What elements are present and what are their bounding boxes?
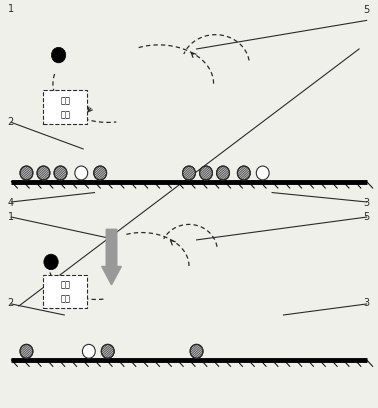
FancyArrow shape	[102, 229, 121, 285]
Circle shape	[37, 166, 50, 180]
Bar	[43, 90, 87, 124]
Text: 3: 3	[363, 298, 369, 308]
Circle shape	[217, 166, 229, 180]
Circle shape	[44, 254, 58, 270]
Text: 2: 2	[8, 298, 14, 308]
Text: 电场: 电场	[60, 96, 70, 105]
Circle shape	[82, 344, 95, 358]
Bar	[43, 275, 87, 308]
Circle shape	[256, 166, 269, 180]
Circle shape	[200, 166, 212, 180]
Circle shape	[51, 47, 66, 63]
Text: 1: 1	[8, 212, 14, 222]
Text: 梯度: 梯度	[60, 294, 70, 303]
Circle shape	[20, 166, 33, 180]
Text: 3: 3	[363, 198, 369, 208]
Text: 2: 2	[8, 118, 14, 127]
Circle shape	[183, 166, 195, 180]
Circle shape	[190, 344, 203, 358]
Circle shape	[54, 166, 67, 180]
Circle shape	[237, 166, 250, 180]
Text: 1: 1	[8, 4, 14, 14]
Circle shape	[75, 166, 88, 180]
Circle shape	[20, 344, 33, 358]
Text: 5: 5	[363, 5, 369, 15]
Circle shape	[94, 166, 107, 180]
Text: 4: 4	[8, 198, 14, 208]
Text: 5: 5	[363, 212, 369, 222]
Text: 电场: 电场	[60, 281, 70, 290]
Text: 梯度: 梯度	[60, 110, 70, 119]
Circle shape	[101, 344, 114, 358]
